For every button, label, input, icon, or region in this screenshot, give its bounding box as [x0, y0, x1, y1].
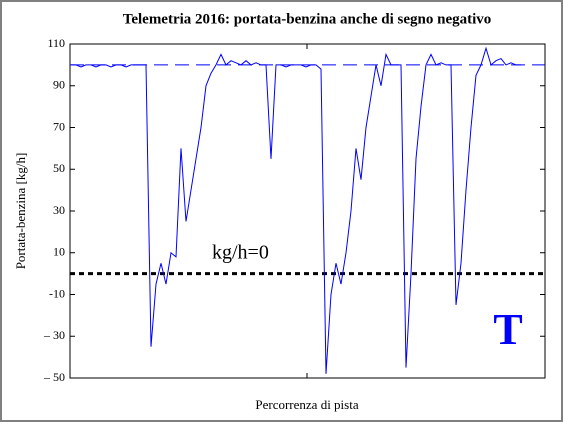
y-tick-label: -10	[49, 286, 65, 300]
chart-title: Telemetria 2016: portata-benzina anche d…	[123, 11, 492, 27]
y-tick-label: 50	[53, 161, 65, 175]
y-axis-label: Portata-benzina [kg/h]	[13, 153, 28, 270]
annotation: T	[493, 305, 522, 354]
y-tick-label: 90	[53, 78, 65, 92]
data-line	[71, 46, 521, 374]
plot-area	[69, 43, 546, 379]
x-axis-label: Percorrenza di pista	[255, 397, 358, 412]
y-tick-label: 70	[53, 119, 65, 133]
y-tick-label: – 50	[43, 370, 65, 384]
y-tick-label: 110	[47, 36, 65, 50]
y-tick-label: 10	[53, 245, 65, 259]
y-tick-label: – 30	[43, 328, 65, 342]
y-tick-label: 30	[53, 203, 65, 217]
annotation: kg/h=0	[212, 242, 269, 264]
